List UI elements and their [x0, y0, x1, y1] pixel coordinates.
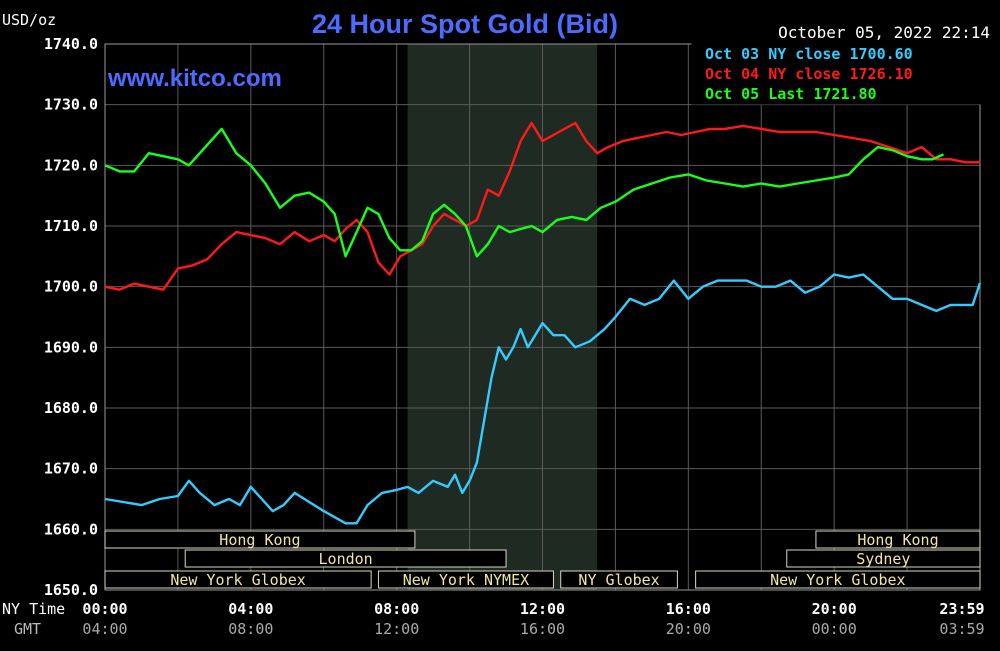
- shaded-session-band: [407, 44, 598, 590]
- x-tick-label-gmt: 00:00: [812, 620, 857, 638]
- y-tick-label: 1650.0: [44, 581, 98, 599]
- session-box: [815, 530, 981, 549]
- series-line-2: [104, 127, 944, 258]
- timestamp: October 05, 2022 22:14: [778, 23, 990, 42]
- plot-frame: [104, 43, 981, 591]
- y-tick-label: 1670.0: [44, 460, 98, 478]
- y-tick-labels: 1740.0 1730.0 1720.0 1710.0 1700.0 1690.0 1680…: [44, 35, 98, 599]
- trading-session-layer: Hong Kong Hong Kong London Sydney New York G…: [104, 530, 981, 589]
- chart-title: 24 Hour Spot Gold (Bid): [312, 9, 618, 39]
- session-box: [786, 549, 981, 568]
- x-tick-label-ny: 08:00: [374, 600, 419, 618]
- session-box: [695, 570, 981, 589]
- y-tick-label: 1730.0: [44, 96, 98, 114]
- legend-entry-oct03: Oct 03 NY close 1700.60: [705, 45, 913, 63]
- x-tick-label-ny: 00:00: [82, 600, 127, 618]
- series-line-1: [104, 121, 980, 291]
- y-tick-label: 1720.0: [44, 156, 98, 174]
- x-tick-label-gmt: 20:00: [666, 620, 711, 638]
- session-label: London: [319, 550, 373, 568]
- legend-entry-oct04: Oct 04 NY close 1726.10: [705, 65, 913, 83]
- session-label: New York Globex: [770, 571, 905, 589]
- session-label: Hong Kong: [857, 531, 938, 549]
- x-tick-label-gmt: 16:00: [520, 620, 565, 638]
- session-label: NY Globex: [578, 571, 659, 589]
- legend: Oct 03 NY close 1700.60 Oct 04 NY close …: [691, 41, 983, 105]
- legend-box: [691, 41, 983, 105]
- legend-entry-oct05: Oct 05 Last 1721.80: [705, 85, 877, 103]
- x-tick-label-ny: 16:00: [666, 600, 711, 618]
- x-tick-label-ny: 04:00: [228, 600, 273, 618]
- session-box: [104, 530, 416, 549]
- x-tick-label-gmt: 08:00: [228, 620, 273, 638]
- y-tick-label: 1680.0: [44, 399, 98, 417]
- y-axis-unit-label: USD/oz: [2, 11, 56, 29]
- watermark-text: www.kitco.com: [107, 65, 282, 92]
- session-label: Hong Kong: [219, 531, 300, 549]
- y-tick-label: 1740.0: [44, 35, 98, 53]
- y-tick-label: 1690.0: [44, 338, 98, 356]
- x-tick-label-ny: 12:00: [520, 600, 565, 618]
- session-label: New York NYMEX: [403, 571, 529, 589]
- ny-time-row-label: NY Time: [2, 600, 65, 618]
- y-tick-label: 1700.0: [44, 278, 98, 296]
- gmt-row-label: GMT: [14, 620, 41, 638]
- session-label: Sydney: [856, 550, 910, 568]
- y-tick-label: 1660.0: [44, 520, 98, 538]
- x-tick-label-ny: 20:00: [812, 600, 857, 618]
- x-tick-label-gmt: 04:00: [82, 620, 127, 638]
- x-tick-label-ny: 23:59: [939, 600, 984, 618]
- x-tick-label-gmt: 12:00: [374, 620, 419, 638]
- session-box: [377, 570, 554, 589]
- session-box: [104, 570, 372, 589]
- series-layer: [104, 121, 982, 525]
- y-tick-label: 1710.0: [44, 217, 98, 235]
- session-box: [560, 570, 678, 589]
- session-box: [184, 549, 507, 568]
- x-tick-labels: 00:00 04:00 04:00 08:00 08:00 12:00 12:00 16:00…: [82, 600, 984, 638]
- shaded-session-layer: [407, 44, 598, 590]
- series-line-0: [104, 273, 982, 525]
- session-label: New York Globex: [170, 571, 305, 589]
- x-tick-label-gmt: 03:59: [939, 620, 984, 638]
